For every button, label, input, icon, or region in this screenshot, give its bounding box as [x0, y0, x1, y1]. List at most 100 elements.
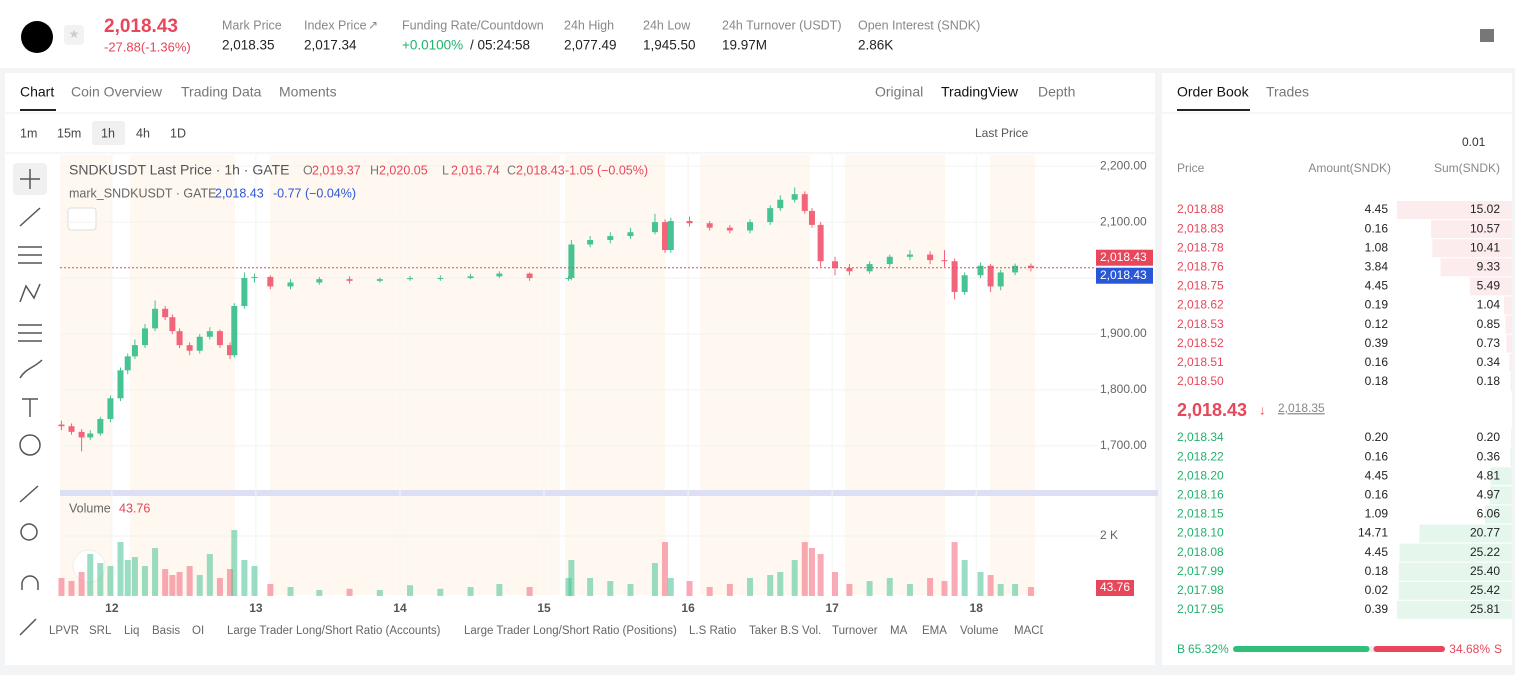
mid-price: 2,018.43 — [1177, 400, 1247, 420]
interval[interactable]: 4h — [136, 126, 150, 140]
book-sum: 5.49 — [1477, 279, 1501, 293]
column-header: Price — [1177, 161, 1205, 175]
book-sum: 6.06 — [1477, 507, 1501, 521]
indicator-tab[interactable]: Basis — [152, 625, 180, 637]
chart-tab[interactable]: Coin Overview — [71, 84, 163, 100]
book-amount: 1.09 — [1365, 507, 1389, 521]
book-amount: 0.16 — [1365, 449, 1389, 463]
indicator-tab[interactable]: SRL — [89, 625, 112, 637]
candle-body — [376, 279, 383, 281]
book-amount: 0.39 — [1365, 336, 1389, 350]
book-sum: 10.57 — [1470, 221, 1500, 235]
book-amount: 4.45 — [1365, 279, 1389, 293]
menu-icon[interactable] — [1480, 29, 1494, 42]
candle-body — [131, 345, 138, 357]
stat-label: 24h Turnover (USDT) — [722, 18, 841, 32]
x-tick-label: 16 — [681, 601, 695, 615]
candle-body — [231, 306, 238, 356]
candle-body — [68, 426, 75, 432]
countdown: / 05:24:58 — [470, 38, 530, 53]
indicator-tab[interactable]: Large Trader Long/Short Ratio (Positions… — [464, 625, 677, 637]
volume-bar — [726, 584, 733, 596]
indicator-tab[interactable]: OI — [192, 625, 204, 637]
candle-body — [169, 317, 176, 332]
chart-tab[interactable]: Moments — [279, 84, 337, 100]
volume-bar — [131, 557, 138, 596]
y-tick-label: 1,800.00 — [1100, 382, 1147, 396]
mark-legend-change: -0.77 (−0.04%) — [273, 186, 356, 200]
depth-bar — [1505, 315, 1512, 334]
book-price: 2,018.78 — [1177, 240, 1224, 254]
volume-bar — [346, 588, 353, 596]
price-change: -27.88(-1.36%) — [104, 39, 191, 54]
candle-body — [777, 199, 784, 209]
x-tick-label: 18 — [970, 601, 984, 615]
interval[interactable]: 1D — [170, 126, 186, 140]
candle-body — [196, 336, 203, 351]
price-type[interactable]: Last Price — [975, 126, 1029, 140]
volume-bar — [817, 554, 824, 596]
indicator-tab[interactable]: Liq — [124, 625, 139, 637]
indicator-tab[interactable]: Volume — [960, 625, 998, 637]
pane-separator — [60, 490, 1158, 496]
indicator-tab[interactable]: Large Trader Long/Short Ratio (Accounts) — [227, 625, 441, 637]
volume-bar — [87, 554, 94, 596]
book-tab[interactable]: Trades — [1266, 84, 1309, 100]
indicator-tab[interactable]: MACD — [1014, 625, 1048, 637]
indicator-tab[interactable]: LPVR — [49, 625, 79, 637]
indicator-tab[interactable]: Taker B.S Vol. — [749, 625, 821, 637]
chart-tab[interactable]: Trading Data — [181, 84, 262, 100]
book-price: 2,018.76 — [1177, 259, 1224, 273]
candle-body — [186, 345, 193, 351]
volume-bar — [662, 542, 669, 596]
indicator-tab[interactable]: EMA — [922, 625, 947, 637]
volume-bar — [706, 587, 713, 596]
interval[interactable]: 1m — [20, 126, 37, 140]
book-price: 2,018.15 — [1177, 507, 1224, 521]
volume-bar — [627, 584, 634, 596]
view-tab[interactable]: Depth — [1038, 84, 1075, 100]
indicator-tab[interactable]: Turnover — [832, 625, 878, 637]
candle-body — [162, 308, 169, 318]
candle-body — [651, 222, 658, 233]
book-tab[interactable]: Order Book — [1177, 84, 1250, 100]
chart-tab[interactable]: Chart — [20, 84, 54, 100]
precision[interactable]: 0.01 — [1462, 135, 1486, 149]
candle-body — [176, 331, 183, 346]
sell-ratio: 34.68% — [1449, 642, 1490, 656]
view-tab[interactable]: TradingView — [941, 84, 1019, 100]
volume-bar — [97, 563, 104, 596]
candle-body — [726, 227, 733, 231]
column-header: Sum(SNDK) — [1434, 161, 1500, 175]
book-sum: 9.33 — [1477, 259, 1501, 273]
candle-body — [437, 278, 444, 280]
volume-bar — [169, 575, 176, 596]
book-price: 2,018.53 — [1177, 317, 1224, 331]
candle-body — [808, 210, 815, 225]
book-price: 2,018.83 — [1177, 221, 1224, 235]
indicator-tab[interactable]: L.S Ratio — [689, 625, 736, 637]
book-sum: 4.97 — [1477, 487, 1501, 501]
view-tab[interactable]: Original — [875, 84, 923, 100]
stat-value: 2.86K — [858, 38, 893, 53]
candle-body — [206, 331, 213, 337]
book-amount: 14.71 — [1358, 526, 1388, 540]
book-sum: 0.20 — [1477, 430, 1501, 444]
volume-bar — [437, 588, 444, 596]
book-price: 2,018.34 — [1177, 430, 1224, 444]
indicator-tab[interactable]: MA — [890, 625, 908, 637]
favorite-star[interactable] — [64, 25, 84, 45]
legend-change: -1.05 (−0.05%) — [565, 163, 648, 177]
volume-bar — [231, 530, 238, 596]
volume-bar — [906, 584, 913, 596]
interval[interactable]: 1h — [101, 126, 115, 140]
volume-bar — [832, 572, 839, 596]
interval[interactable]: 15m — [57, 126, 81, 140]
collapse-legend[interactable] — [67, 207, 97, 231]
volume-bar — [196, 575, 203, 596]
candle-body — [407, 278, 414, 280]
candle-body — [316, 279, 323, 283]
candle-body — [587, 240, 594, 245]
volume-bar — [141, 566, 148, 596]
x-tick-label: 14 — [393, 601, 407, 615]
